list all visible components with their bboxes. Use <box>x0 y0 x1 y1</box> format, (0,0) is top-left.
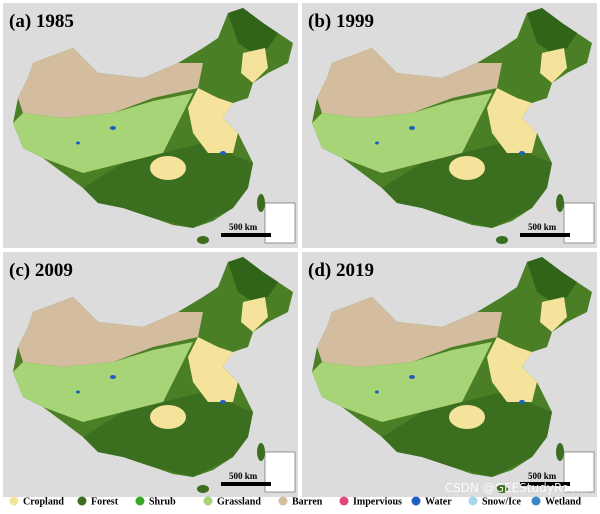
legend-label: Wetland <box>545 496 582 507</box>
map <box>2 2 299 249</box>
panel-label: (a) 1985 <box>9 11 74 32</box>
map-panel: (b) 1999 500 km <box>301 2 598 249</box>
legend-swatch <box>339 496 349 506</box>
panel-label: (d) 2019 <box>308 260 374 281</box>
legend-label: Water <box>425 496 452 507</box>
map <box>301 251 598 498</box>
scale-label: 500 km <box>528 222 557 232</box>
map <box>301 2 598 249</box>
map-panel: (a) 1985 500 km <box>2 2 299 249</box>
map-panel: (d) 2019 500 km <box>301 251 598 498</box>
scale-label: 500 km <box>229 222 258 232</box>
legend-label: Forest <box>91 496 119 507</box>
scale-label: 500 km <box>229 471 258 481</box>
legend-label: Shrub <box>149 496 176 507</box>
legend-swatch <box>278 496 288 506</box>
legend-label: Impervious <box>353 496 402 507</box>
panel-label: (c) 2009 <box>9 260 73 281</box>
legend-swatch <box>203 496 213 506</box>
legend-swatch <box>135 496 145 506</box>
legend-label: Snow/Ice <box>482 496 521 507</box>
legend-label: Grassland <box>217 496 261 507</box>
legend-swatch <box>77 496 87 506</box>
legend-label: Cropland <box>23 496 64 507</box>
legend-swatch <box>468 496 478 506</box>
map-panel: (c) 2009 500 km <box>2 251 299 498</box>
panel-label: (b) 1999 <box>308 11 374 32</box>
legend-swatch <box>531 496 541 506</box>
legend-swatch <box>9 496 19 506</box>
legend-swatch <box>411 496 421 506</box>
watermark: CSDN @GEEStudyRoom <box>445 481 588 495</box>
map <box>2 251 299 498</box>
scale-label: 500 km <box>528 471 557 481</box>
legend-label: Barren <box>292 496 323 507</box>
